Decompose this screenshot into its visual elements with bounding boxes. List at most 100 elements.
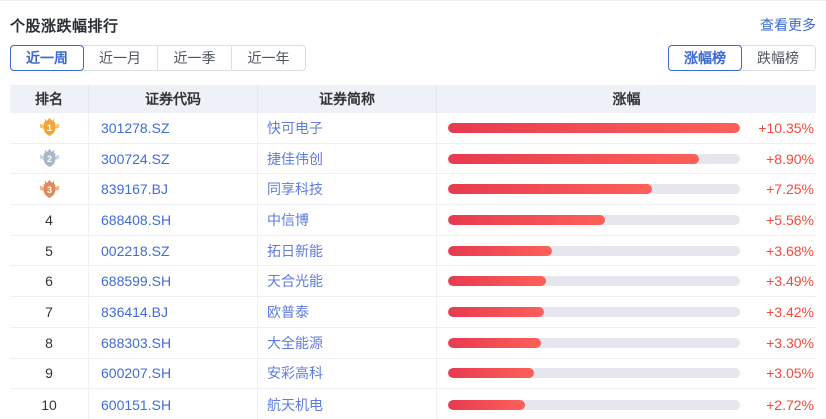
stock-code-link[interactable]: 600207.SH (89, 358, 258, 389)
rank-cell: 5 (10, 235, 89, 266)
period-tab-group: 近一周 近一月 近一季 近一年 (10, 45, 306, 71)
change-cell: +8.90% (437, 144, 816, 174)
stock-code-link[interactable]: 301278.SZ (89, 113, 258, 143)
change-bar-track (448, 184, 740, 195)
card-header: 个股涨跌幅排行 查看更多 (10, 1, 816, 36)
table-row: 8 688303.SH 大全能源 +3.30% (10, 327, 816, 359)
rank-cell: 4 (10, 205, 89, 235)
change-percent: +3.42% (766, 303, 814, 320)
stock-name-link[interactable]: 欧普泰 (258, 297, 437, 327)
change-bar-fill (448, 245, 552, 256)
stock-code-link[interactable]: 839167.BJ (89, 174, 258, 205)
stock-code-link[interactable]: 688408.SH (89, 205, 258, 235)
stock-name-link[interactable]: 同享科技 (258, 174, 437, 205)
table-row: 3 839167.BJ 同享科技 +7.25% (10, 174, 816, 206)
change-bar-track (448, 306, 740, 317)
change-cell: +2.72% (437, 389, 816, 419)
tab-period-近一年[interactable]: 近一年 (231, 46, 305, 70)
change-percent: +3.68% (766, 242, 814, 259)
change-bar-track (448, 276, 740, 287)
svg-text:3: 3 (46, 185, 51, 195)
stock-code-link[interactable]: 300724.SZ (89, 143, 258, 174)
change-cell: +3.05% (437, 359, 816, 389)
change-percent: +3.49% (766, 273, 814, 290)
change-cell: +7.25% (437, 174, 816, 204)
table-row: 2 300724.SZ 捷佳伟创 +8.90% (10, 143, 816, 175)
change-cell: +3.49% (437, 266, 816, 296)
table-row: 4 688408.SH 中信博 +5.56% (10, 205, 816, 236)
change-cell: +3.30% (437, 328, 816, 358)
change-bar-fill (448, 368, 535, 379)
rank-cell: 9 (10, 358, 89, 389)
stock-code-link[interactable]: 600151.SH (89, 389, 258, 419)
stock-name-link[interactable]: 拓日新能 (258, 235, 437, 266)
change-cell: +5.56% (437, 205, 816, 235)
col-header-name: 证券简称 (258, 85, 437, 113)
change-bar-track (448, 399, 740, 410)
board-tab-group: 涨幅榜 跌幅榜 (668, 45, 816, 71)
view-more-link[interactable]: 查看更多 (760, 17, 816, 33)
col-header-change: 涨幅 (612, 91, 641, 107)
change-bar-track (448, 214, 740, 225)
table-body: 1 301278.SZ 快可电子 +10.35% 2 300724.SZ 捷佳伟创 +8.90… (10, 113, 816, 419)
change-bar-fill (448, 399, 525, 410)
stock-name-link[interactable]: 大全能源 (258, 327, 437, 358)
change-bar-fill (448, 184, 653, 195)
stock-name-link[interactable]: 航天机电 (258, 389, 437, 419)
stock-code-link[interactable]: 688303.SH (89, 327, 258, 358)
tab-board-涨幅榜[interactable]: 涨幅榜 (668, 45, 742, 71)
table-row: 10 600151.SH 航天机电 +2.72% (10, 389, 816, 419)
change-percent: +8.90% (766, 150, 814, 167)
change-bar-fill (448, 153, 700, 164)
change-cell: +3.42% (437, 297, 816, 327)
ranking-table: 排名 证券代码 证券简称 涨幅 1 301278.SZ 快可电子 +10.35% 2 30… (10, 85, 816, 419)
stock-name-link[interactable]: 安彩高科 (258, 358, 437, 389)
rank-cell: 10 (10, 389, 89, 419)
table-row: 7 836414.BJ 欧普泰 +3.42% (10, 297, 816, 328)
change-percent: +5.56% (766, 211, 814, 228)
rank-medal-bronze-icon: 3 (39, 179, 59, 198)
change-percent: +3.30% (766, 334, 814, 351)
stock-code-link[interactable]: 688599.SH (89, 266, 258, 297)
tab-board-跌幅榜[interactable]: 跌幅榜 (757, 50, 799, 66)
change-bar-track (448, 337, 740, 348)
filter-row: 近一周 近一月 近一季 近一年 涨幅榜 跌幅榜 (10, 45, 816, 71)
rank-cell: 7 (10, 297, 89, 327)
change-bar-fill (448, 214, 605, 225)
tab-period-近一周[interactable]: 近一周 (10, 45, 84, 71)
rank-cell: 3 (10, 174, 89, 205)
change-bar-track (448, 368, 740, 379)
stock-name-link[interactable]: 捷佳伟创 (258, 143, 437, 174)
table-row: 6 688599.SH 天合光能 +3.49% (10, 266, 816, 298)
table-row: 5 002218.SZ 拓日新能 +3.68% (10, 235, 816, 267)
table-header: 排名 证券代码 证券简称 涨幅 (10, 85, 816, 113)
col-header-rank: 排名 (10, 85, 89, 113)
table-row: 1 301278.SZ 快可电子 +10.35% (10, 113, 816, 144)
change-percent: +3.05% (766, 365, 814, 382)
rank-cell: 1 (10, 113, 89, 143)
svg-text:2: 2 (46, 154, 51, 164)
stock-code-link[interactable]: 002218.SZ (89, 235, 258, 266)
rank-medal-silver-icon: 2 (39, 148, 59, 167)
rank-cell: 2 (10, 143, 89, 174)
stock-name-link[interactable]: 天合光能 (258, 266, 437, 297)
rank-cell: 8 (10, 327, 89, 358)
svg-text:1: 1 (46, 123, 51, 133)
change-percent: +7.25% (766, 181, 814, 198)
rank-cell: 6 (10, 266, 89, 297)
change-percent: +10.35% (758, 119, 814, 136)
stock-code-link[interactable]: 836414.BJ (89, 297, 258, 327)
col-header-code: 证券代码 (89, 85, 258, 113)
stock-name-link[interactable]: 快可电子 (258, 113, 437, 143)
tab-period-近一月[interactable]: 近一月 (99, 50, 141, 66)
page-title: 个股涨跌幅排行 (10, 17, 119, 35)
rank-medal-gold-icon: 1 (39, 118, 59, 137)
change-bar-track (448, 153, 740, 164)
change-bar-fill (448, 306, 545, 317)
tab-period-近一季[interactable]: 近一季 (157, 46, 231, 70)
change-bar-fill (448, 337, 542, 348)
change-bar-fill (448, 122, 740, 133)
change-cell: +3.68% (437, 236, 816, 266)
stock-name-link[interactable]: 中信博 (258, 205, 437, 235)
